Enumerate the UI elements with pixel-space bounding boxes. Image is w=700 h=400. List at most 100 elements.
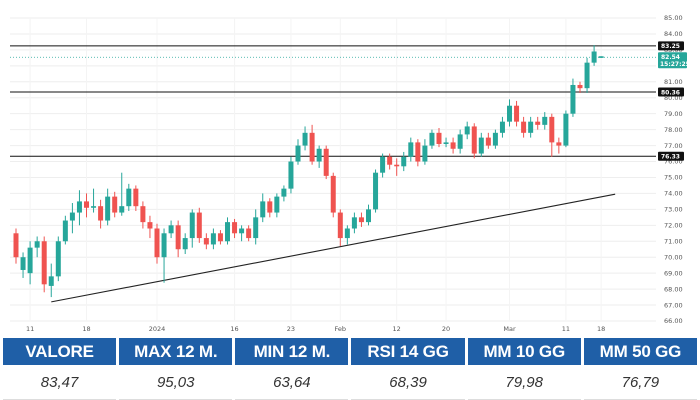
candle-body [535,121,541,125]
candle-body [147,222,153,229]
candle-body [69,212,75,221]
y-tick-label: 73.00 [664,206,683,214]
candle [281,185,287,202]
x-tick-label: 23 [287,325,295,333]
candle-body [267,201,273,213]
candle [295,139,301,165]
candle-body [471,126,477,154]
candle-body [274,196,280,213]
candle [196,207,202,243]
candle-body [499,121,505,133]
candle-body [288,161,294,189]
candle [91,188,97,213]
candle [84,193,89,218]
candle-body [13,233,19,258]
candle [13,228,19,264]
y-tick-label: 68.00 [664,285,683,293]
candle [330,172,336,218]
candle [521,116,527,138]
candle-body [598,56,604,58]
stats-table: VALORE MAX 12 M. MIN 12 M. RSI 14 GG MM … [0,338,700,400]
x-tick-label: 20 [442,325,450,333]
candle-body [76,201,82,213]
trendline [51,193,616,303]
y-tick-label: 66.00 [664,317,683,325]
stats-value-row: 83,47 95,03 63,64 68,39 79,98 76,79 [3,365,697,400]
candle-body [549,116,555,143]
candle [34,236,40,258]
candle [225,217,230,245]
candle [542,112,548,130]
candle [373,169,379,213]
candle [302,126,308,151]
x-tick-label: 2024 [149,325,166,333]
candle-body [210,233,216,245]
candle [147,215,153,239]
candle [168,220,174,239]
candle [507,99,512,127]
candle-body [119,206,125,213]
candle-body [133,188,139,207]
candle [485,132,491,149]
y-tick-label: 84.00 [664,30,683,38]
current-price-label: 82.54 [661,54,680,61]
x-tick-label: 12 [393,325,401,333]
x-tick-label: 11 [562,325,570,333]
candle-body [260,201,266,218]
candle [210,228,216,250]
level-label: 83.25 [661,43,680,50]
candle-body [84,201,89,208]
candle-body [591,51,597,63]
y-tick-label: 85.00 [664,14,683,22]
header-rsi-14gg: RSI 14 GG [351,338,465,366]
x-tick-label: 18 [82,325,90,333]
candle [161,228,167,283]
candle [443,137,449,148]
candle-body [203,238,209,245]
current-price-tag [658,52,687,69]
candle-body [450,142,456,149]
candle-body [316,148,322,162]
candle-body [217,233,223,242]
candle [41,236,47,293]
candle [76,190,82,226]
candle [337,209,343,247]
candle [366,204,371,226]
header-min-12m: MIN 12 M. [235,338,349,366]
y-tick-label: 79.00 [664,110,683,118]
candle [260,193,266,223]
x-tick-label: Feb [335,325,347,333]
candle [175,220,181,258]
candle-body [415,142,421,162]
candle [309,124,315,165]
candle [323,145,329,180]
candle-body [422,145,428,162]
candle [499,116,505,138]
stats-header-row: VALORE MAX 12 M. MIN 12 M. RSI 14 GG MM … [3,338,697,366]
candle [182,233,188,255]
candle [549,113,555,157]
level-tag [658,41,684,51]
candle-body [34,241,40,248]
candle-body [570,84,576,114]
candle [422,139,428,165]
level-label: 76.33 [661,154,680,161]
candle-body [323,148,329,176]
candle [344,225,350,245]
candle [570,78,576,117]
candle [232,218,238,239]
candle [464,121,470,140]
candle-body [408,142,414,157]
candle-body [302,132,308,146]
candle [126,183,132,211]
chart-svg: 66.00 67.00 68.00 69.00 70.00 71.00 72.00 73.00… [10,14,687,333]
candle-body [443,142,449,144]
level-label: 80.36 [661,89,680,96]
candle-body [175,225,181,250]
candle [358,212,364,227]
candle-body [563,113,569,146]
candle [528,116,534,138]
x-tick-label: 18 [597,325,605,333]
x-tick-label: Mar [503,325,516,333]
candle [189,209,195,248]
